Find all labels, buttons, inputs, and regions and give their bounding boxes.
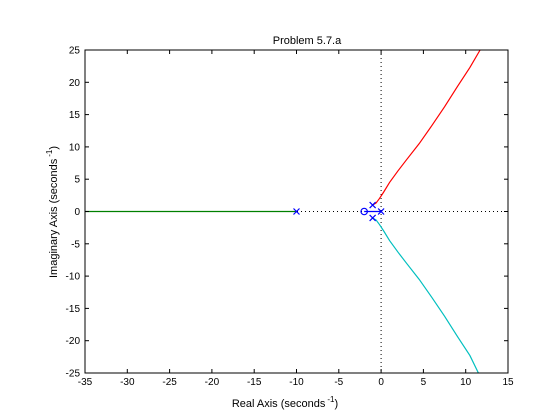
x-tick-label: -30 <box>120 377 135 388</box>
pole-marker-stroke <box>293 208 300 215</box>
x-ticks: -35 -30 -25 -20 -15 -10 -5 0 5 10 15 <box>78 50 514 388</box>
y-tick-label: -5 <box>71 239 80 250</box>
pole-marker-2 <box>377 208 385 215</box>
x-tick-label: 0 <box>378 377 384 388</box>
x-tick-label: -10 <box>289 377 304 388</box>
x-tick-label: 5 <box>421 377 427 388</box>
y-tick-label: 0 <box>74 207 80 218</box>
pole-marker-stroke <box>369 201 377 209</box>
y-tick-label: 5 <box>74 175 80 186</box>
zero-marker-1 <box>360 207 368 216</box>
y-tick-label: -15 <box>66 304 81 315</box>
y-ticks: -25 -20 -15 -10 -5 0 5 10 15 20 25 <box>66 46 508 380</box>
pole-marker-1 <box>293 208 300 215</box>
x-tick-label: -25 <box>162 377 177 388</box>
x-tick-label: 10 <box>460 377 472 388</box>
y-tick-label: 10 <box>69 142 81 153</box>
chart-title: Problem 5.7.a <box>273 35 342 47</box>
x-tick-label: 15 <box>502 377 514 388</box>
pole-marker-3 <box>369 201 377 209</box>
x-axis-title: Real Axis (seconds -1) <box>232 395 338 410</box>
x-axis-title-superscript: -1 <box>327 395 335 404</box>
x-tick-label: -5 <box>334 377 343 388</box>
reference-lines <box>85 50 508 373</box>
x-tick-label: -20 <box>205 377 220 388</box>
y-tick-label: 25 <box>69 46 81 57</box>
y-tick-label: 20 <box>69 78 81 89</box>
x-tick-label: -15 <box>247 377 262 388</box>
y-tick-label: -20 <box>66 336 81 347</box>
pole-marker-stroke <box>377 208 385 215</box>
y-axis-title: Imaginary Axis (seconds-1) <box>45 146 60 278</box>
locus-branch-4 <box>372 217 479 374</box>
y-axis-title-superscript: -1 <box>45 149 54 157</box>
x-axis-title-end: ) <box>335 398 339 410</box>
y-axis-title-end: ) <box>48 146 60 150</box>
marker-layer <box>293 201 385 222</box>
y-axis-title-text: Imaginary Axis (seconds <box>48 158 60 278</box>
y-tick-label: 15 <box>69 110 81 121</box>
pole-marker-stroke <box>369 214 377 222</box>
pole-marker-4 <box>369 214 377 222</box>
x-axis-title-text: Real Axis (seconds <box>232 398 326 410</box>
series-layer <box>85 49 481 374</box>
y-tick-label: -10 <box>66 272 81 283</box>
x-tick-label: -35 <box>78 377 93 388</box>
locus-branch-3 <box>372 49 481 206</box>
y-tick-label: -25 <box>66 369 81 380</box>
